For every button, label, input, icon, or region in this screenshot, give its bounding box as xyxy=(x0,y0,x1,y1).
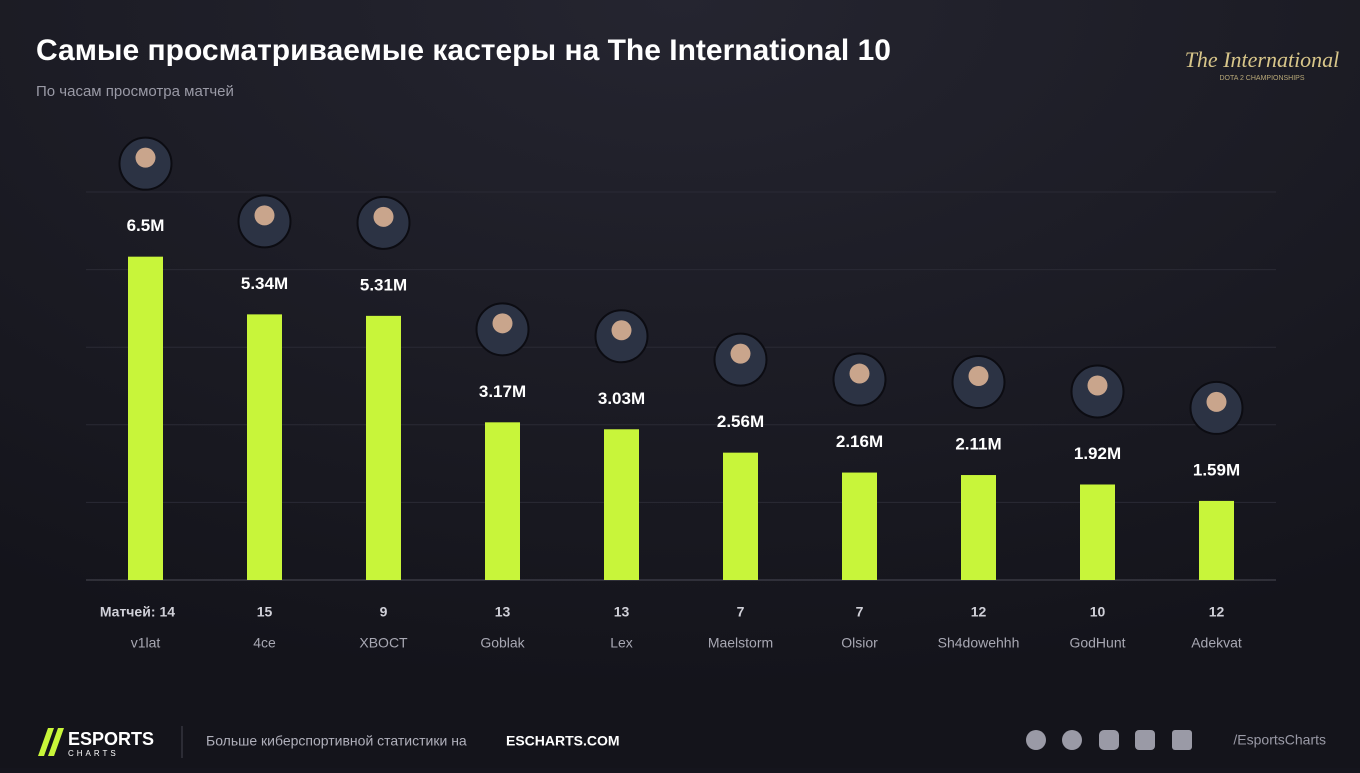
bar xyxy=(604,429,639,580)
footer-handle[interactable]: /EsportsCharts xyxy=(1233,732,1326,748)
avatar-head xyxy=(492,313,513,334)
x-tick-label: v1lat xyxy=(131,635,161,651)
value-label: 1.92M xyxy=(1074,444,1121,463)
avatar-head xyxy=(968,366,989,387)
instagram-icon[interactable] xyxy=(1099,730,1119,750)
matches-count: 14 xyxy=(160,604,176,620)
bar xyxy=(1199,500,1234,580)
matches-count: 7 xyxy=(737,604,745,620)
bar xyxy=(961,475,996,580)
avatar-head xyxy=(849,363,870,384)
value-label: 5.31M xyxy=(360,275,407,294)
footer-site[interactable]: ESCHARTS.COM xyxy=(506,733,620,749)
value-label: 2.16M xyxy=(836,432,883,451)
matches-count: 10 xyxy=(1090,604,1106,620)
matches-count: 12 xyxy=(971,604,987,620)
footer-text: Больше киберспортивной статистики на xyxy=(206,733,467,749)
value-label: 3.03M xyxy=(598,389,645,408)
brand-sub: CHARTS xyxy=(68,749,119,758)
avatar-head xyxy=(135,147,156,168)
avatar-head xyxy=(1206,391,1227,412)
twitter-icon[interactable] xyxy=(1026,730,1046,750)
avatar-head xyxy=(254,205,275,226)
x-tick-label: 4ce xyxy=(253,635,276,651)
bar xyxy=(1080,484,1115,580)
facebook-icon[interactable] xyxy=(1062,730,1082,750)
matches-count: 12 xyxy=(1209,604,1225,620)
bar xyxy=(485,422,520,580)
logo-subtitle: DOTA 2 CHAMPIONSHIPS xyxy=(1219,75,1304,82)
value-label: 1.59M xyxy=(1193,460,1240,479)
bar xyxy=(247,314,282,580)
matches-count: 13 xyxy=(495,604,511,620)
x-tick-label: Sh4dowehhh xyxy=(938,635,1020,651)
bar xyxy=(723,452,758,580)
matches-count: 15 xyxy=(257,604,273,620)
brand-icon xyxy=(38,728,64,756)
x-tick-label: Olsior xyxy=(841,635,878,651)
linkedin-icon[interactable] xyxy=(1172,730,1192,750)
value-label: 2.56M xyxy=(717,412,764,431)
avatar-head xyxy=(611,320,632,341)
x-tick-label: GodHunt xyxy=(1069,635,1125,651)
value-label: 6.5M xyxy=(127,216,165,235)
x-tick-label: Adekvat xyxy=(1191,635,1242,651)
matches-label: Матчей: xyxy=(100,604,156,620)
brand: ESPORTS xyxy=(68,729,154,749)
avatar-head xyxy=(1087,375,1108,396)
value-label: 5.34M xyxy=(241,274,288,293)
x-tick-label: Lex xyxy=(610,635,633,651)
bar xyxy=(128,256,163,580)
chart-title: Самые просматриваемые кастеры на The Int… xyxy=(36,34,891,67)
matches-count: 9 xyxy=(380,604,388,620)
value-label: 2.11M xyxy=(955,435,1001,454)
bar xyxy=(366,315,401,580)
x-tick-label: Maelstorm xyxy=(708,635,773,651)
social-icons xyxy=(1026,730,1192,750)
logo-title: The International xyxy=(1185,47,1340,72)
matches-count: 13 xyxy=(614,604,630,620)
footer: ESPORTS CHARTS Больше киберспортивной ст… xyxy=(38,726,1326,758)
matches-count: 7 xyxy=(856,604,864,620)
x-tick-label: Goblak xyxy=(480,635,525,651)
bar xyxy=(842,472,877,580)
vk-icon[interactable] xyxy=(1135,730,1155,750)
avatar-head xyxy=(373,206,394,227)
avatar-head xyxy=(730,343,751,364)
chart-subtitle: По часам просмотра матчей xyxy=(36,83,234,100)
value-label: 3.17M xyxy=(479,382,526,401)
x-tick-label: XBOCT xyxy=(359,635,408,651)
